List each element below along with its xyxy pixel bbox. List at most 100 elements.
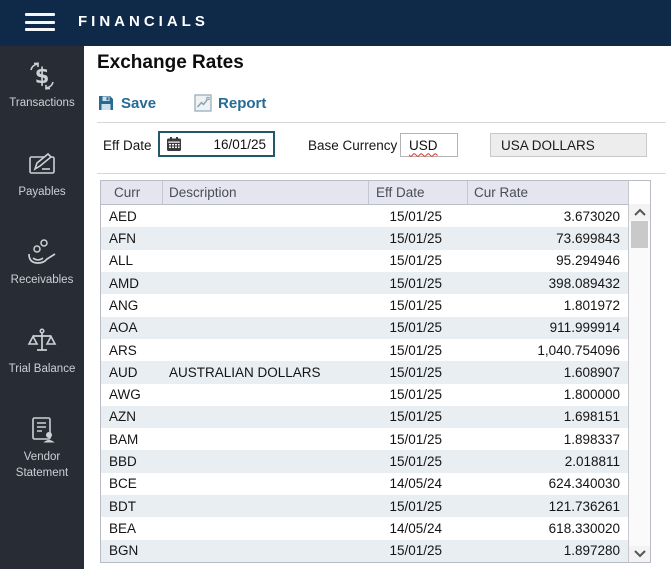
cell-curr: BCE [109,476,137,492]
cell-curr: BBD [109,454,137,470]
cell-eff-date: 15/01/25 [389,543,442,559]
cell-cur-rate: 95.294946 [556,253,620,269]
eff-date-label: Eff Date [103,138,152,153]
vendor-statement-icon [32,417,55,443]
cell-curr: BGN [109,543,139,559]
table-row[interactable]: BBD 15/01/25 2.018811 [101,450,628,473]
cell-eff-date: 15/01/25 [389,230,442,246]
cell-eff-date: 15/01/25 [389,208,442,224]
cell-cur-rate: 1.698151 [563,409,620,425]
cell-eff-date: 15/01/25 [389,320,442,336]
sidebar-item-label: Transactions [9,97,75,109]
table-row[interactable]: BEA 14/05/24 618.330020 [101,517,628,540]
cell-cur-rate: 2.018811 [564,454,620,470]
hamburger-menu-icon[interactable] [25,13,55,33]
calendar-icon[interactable] [166,136,182,152]
cell-curr: AUD [109,364,138,380]
column-header-description: Description [163,181,369,204]
cell-eff-date: 15/01/25 [389,297,442,313]
table-row[interactable]: BDT 15/01/25 121.736261 [101,495,628,518]
sidebar-item-label: Payables [18,185,66,198]
vertical-scrollbar[interactable] [629,204,650,562]
cell-eff-date: 15/01/25 [389,342,442,358]
base-currency-input[interactable]: USD [400,133,458,157]
report-icon [194,94,212,112]
sidebar-item-vendor-statement[interactable]: Vendor Statement [0,414,84,481]
report-button-label: Report [218,94,267,112]
cell-eff-date: 15/01/25 [389,431,442,447]
table-row[interactable]: AZN 15/01/25 1.698151 [101,405,628,429]
cell-eff-date: 15/01/25 [389,409,442,425]
cell-curr: ANG [109,297,139,313]
cell-cur-rate: 1.801972 [563,297,620,313]
table-row[interactable]: BCE 14/05/24 624.340030 [101,472,628,496]
cell-curr: AED [109,208,137,224]
cell-eff-date: 15/01/25 [389,498,442,514]
sidebar-item-label: Receivables [10,274,74,287]
scroll-up-icon[interactable] [629,204,650,220]
save-button-label: Save [121,94,157,112]
grid: Curr Description Eff Date Cur Rate AED 1… [101,181,629,562]
table-row[interactable]: ARS 15/01/25 1,040.754096 [101,338,628,362]
table-row[interactable]: AWG 15/01/25 1.800000 [101,383,628,406]
column-header-eff-date: Eff Date [369,181,468,204]
cell-description: AUSTRALIAN DOLLARS [169,364,321,380]
cell-eff-date: 15/01/25 [389,253,442,269]
report-button[interactable]: Report [194,94,266,112]
cell-curr: AWG [109,387,141,403]
scrollbar-thumb[interactable] [631,221,648,248]
base-currency-name-field: USA DOLLARS [490,133,647,157]
base-currency-name: USA DOLLARS [501,137,595,153]
table-row[interactable]: BAM 15/01/25 1.898337 [101,428,628,451]
cell-curr: AZN [109,409,136,425]
payables-icon [29,152,55,174]
save-button[interactable]: Save [97,94,156,112]
sidebar-item-payables[interactable]: Payables [0,149,84,201]
sidebar: $ Transactions Payables Re [0,46,84,569]
sidebar-item-label: Trial Balance [8,362,76,375]
table-row[interactable]: AUD AUSTRALIAN DOLLARS 15/01/25 1.608907 [101,361,628,384]
cell-eff-date: 15/01/25 [389,364,442,380]
transactions-icon: $ [30,62,54,90]
cell-cur-rate: 3.673020 [563,208,620,224]
toolbar-divider [97,122,666,123]
cell-cur-rate: 121.736261 [548,498,620,514]
cell-eff-date: 14/05/24 [389,476,442,492]
exchange-rates-table: Curr Description Eff Date Cur Rate AED 1… [100,180,651,563]
cell-eff-date: 15/01/25 [389,454,442,470]
table-row[interactable]: ANG 15/01/25 1.801972 [101,294,628,317]
cell-cur-rate: 624.340030 [548,476,620,492]
cell-eff-date: 14/05/24 [389,521,442,537]
eff-date-value: 16/01/25 [213,136,266,152]
scroll-down-icon[interactable] [629,546,650,562]
table-row[interactable]: AOA 15/01/25 911.999914 [101,316,628,339]
main-content: Exchange Rates Save Report [84,46,671,569]
sidebar-item-trial-balance[interactable]: Trial Balance [0,326,84,378]
base-currency-label: Base Currency [308,138,398,153]
cell-cur-rate: 1.800000 [563,387,620,403]
table-row[interactable]: ALL 15/01/25 95.294946 [101,249,628,272]
table-row[interactable]: AED 15/01/25 3.673020 [101,205,628,228]
save-icon [99,96,113,110]
eff-date-input[interactable]: 16/01/25 [158,131,275,157]
column-header-curr: Curr [101,181,163,204]
cell-eff-date: 15/01/25 [389,387,442,403]
table-row[interactable]: AFN 15/01/25 73.699843 [101,227,628,250]
cell-curr: ALL [109,253,134,269]
cell-cur-rate: 618.330020 [548,521,620,537]
cell-curr: ARS [109,342,137,358]
sidebar-item-label: Vendor Statement [15,451,69,479]
base-currency-value: USD [409,137,438,153]
cell-curr: BDT [109,498,136,514]
cell-cur-rate: 1.897280 [563,543,620,559]
sidebar-item-receivables[interactable]: Receivables [0,237,84,289]
table-row[interactable]: BGN 15/01/25 1.897280 [101,539,628,562]
cell-cur-rate: 73.699843 [556,230,620,246]
table-header: Curr Description Eff Date Cur Rate [101,181,628,205]
cell-curr: AOA [109,320,138,336]
cell-cur-rate: 1,040.754096 [537,342,620,358]
table-row[interactable]: AMD 15/01/25 398.089432 [101,271,628,295]
cell-curr: AMD [109,275,139,291]
sidebar-item-transactions[interactable]: $ Transactions [0,60,84,112]
